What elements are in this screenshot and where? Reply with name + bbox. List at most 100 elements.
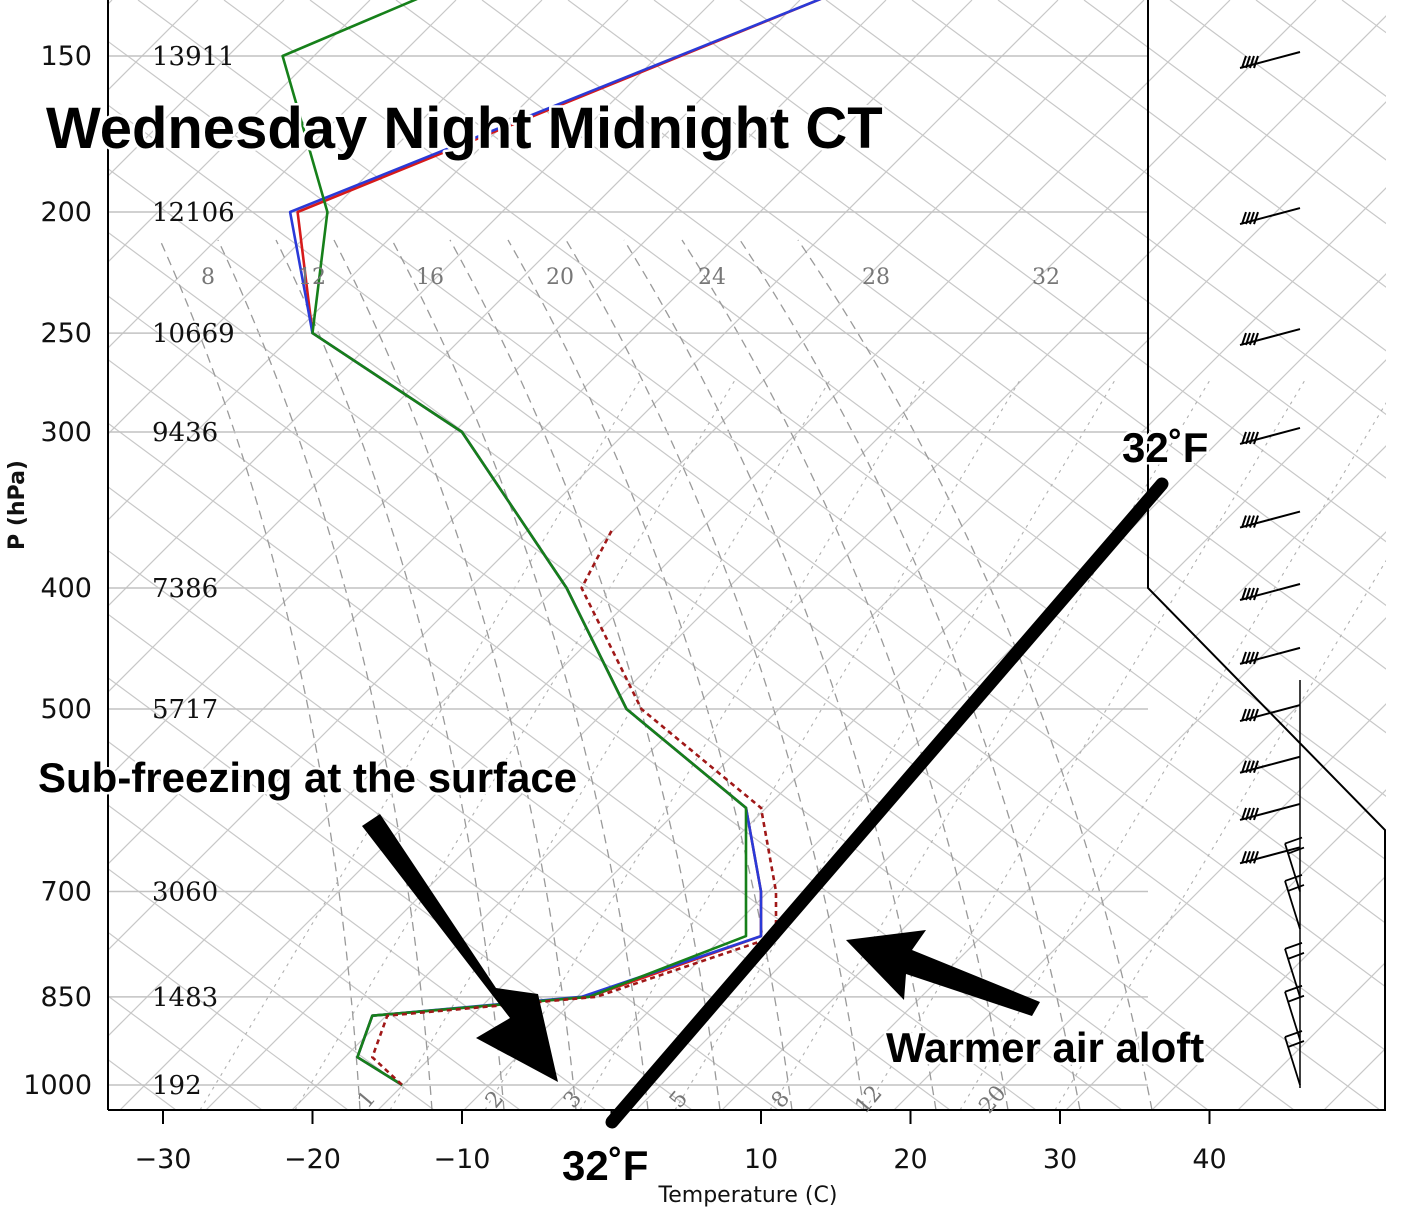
isotherm-line bbox=[108, 0, 1059, 951]
mixing-ratio-label: 20 bbox=[546, 265, 574, 290]
moist-adiabat-line bbox=[159, 239, 361, 1110]
wind-barbs bbox=[1239, 51, 1305, 1086]
wind-barb bbox=[1239, 846, 1301, 865]
mixing-ratio-line bbox=[579, 379, 1021, 1110]
moist-adiabat-line bbox=[565, 239, 865, 1110]
adiabat-line bbox=[1169, 0, 1386, 161]
pressure-label-850: 850 bbox=[40, 982, 92, 1013]
isotherm-line bbox=[108, 0, 629, 521]
freezing-label-bottom: 32˚F bbox=[562, 1142, 648, 1189]
surface-arrow bbox=[362, 814, 558, 1082]
height-label-1000: 192 bbox=[152, 1071, 202, 1101]
adiabat-line bbox=[223, 0, 1386, 861]
adiabat-line bbox=[825, 0, 1386, 416]
warm-arrow bbox=[846, 930, 1040, 1016]
height-label-700: 3060 bbox=[152, 878, 218, 908]
wind-barb bbox=[1284, 942, 1305, 998]
adiabat-line bbox=[1341, 0, 1386, 34]
adiabat-line bbox=[739, 0, 1386, 479]
mixing-ratio-label: 16 bbox=[416, 265, 444, 290]
isotherm-line bbox=[635, 359, 1386, 1110]
pressure-label-500: 500 bbox=[40, 694, 92, 725]
adiabat-line bbox=[481, 0, 1386, 670]
pressure-label-150: 150 bbox=[40, 41, 92, 72]
x-tick-label: −30 bbox=[135, 1144, 192, 1175]
wind-barb bbox=[1284, 1030, 1305, 1086]
isotherm-line bbox=[108, 0, 199, 91]
isotherm-line bbox=[108, 0, 371, 263]
isotherm-line bbox=[205, 0, 1317, 1110]
adiabat-line bbox=[997, 0, 1386, 288]
isotherm-line bbox=[721, 445, 1386, 1110]
x-tick-label: 20 bbox=[893, 1144, 927, 1175]
x-tick-label: 30 bbox=[1043, 1144, 1077, 1175]
bottom-mixing-label: 12 bbox=[850, 1081, 887, 1119]
isotherm-line bbox=[119, 0, 1231, 1110]
height-label-250: 10669 bbox=[152, 319, 235, 349]
wind-barb bbox=[1239, 755, 1301, 774]
mixing-ratio-line bbox=[389, 379, 831, 1110]
pressure-label-300: 300 bbox=[40, 417, 92, 448]
moist-adiabat-line bbox=[217, 239, 433, 1110]
chart-title-annotation: Wednesday Night Midnight CT bbox=[46, 96, 883, 161]
mixing-ratio-line bbox=[769, 379, 1211, 1110]
moist-adiabat-line bbox=[507, 239, 793, 1110]
mixing-ratio-label: 32 bbox=[1032, 265, 1060, 290]
wind-barb bbox=[1239, 704, 1301, 723]
isotherm-line bbox=[108, 0, 113, 5]
freezing-label-top: 32˚F bbox=[1122, 424, 1208, 471]
profile-line-0 bbox=[296, 0, 822, 1087]
moist-adiabat-line bbox=[275, 239, 505, 1110]
pressure-label-250: 250 bbox=[40, 318, 92, 349]
isotherm-line bbox=[108, 0, 1145, 1037]
adiabat-line bbox=[108, 995, 263, 1110]
mixing-ratio-label: 12 bbox=[298, 265, 326, 290]
isotherm-line bbox=[893, 617, 1386, 1110]
sounding-profiles bbox=[281, 0, 822, 1087]
warm-note: Warmer air aloft bbox=[886, 1024, 1204, 1071]
x-tick-label: −20 bbox=[284, 1144, 341, 1175]
wind-barb bbox=[1239, 207, 1301, 226]
adiabat-line bbox=[137, 0, 1386, 925]
background-grid bbox=[108, 0, 1386, 1110]
wind-barb bbox=[1284, 836, 1305, 892]
isotherm-line bbox=[377, 101, 1386, 1110]
profile-line-1 bbox=[288, 0, 822, 1087]
height-label-200: 12106 bbox=[152, 198, 235, 228]
profile-line-2 bbox=[281, 0, 748, 1087]
isotherm-line bbox=[807, 531, 1386, 1110]
adiabat-line bbox=[108, 613, 779, 1110]
x-tick-label: 10 bbox=[744, 1144, 778, 1175]
height-label-400: 7386 bbox=[152, 574, 218, 604]
adiabat-line bbox=[309, 0, 1386, 797]
wind-barb bbox=[1239, 583, 1301, 601]
wind-barb bbox=[1239, 646, 1301, 665]
adiabat-line bbox=[653, 0, 1386, 543]
isotherm-line bbox=[1151, 875, 1386, 1110]
adiabat-line bbox=[108, 486, 951, 1110]
mixing-ratio-line bbox=[199, 379, 641, 1110]
wind-barb bbox=[1239, 426, 1301, 445]
wind-barb bbox=[1239, 510, 1301, 529]
profile-line-3 bbox=[371, 530, 778, 1086]
isotherm-line bbox=[108, 0, 801, 693]
temperature-ticks: −30 −20 −10 10 20 30 40 bbox=[135, 1110, 1227, 1175]
moist-adiabat-line bbox=[681, 239, 1009, 1110]
isotherm-line bbox=[108, 0, 887, 779]
moist-adiabat-line bbox=[449, 239, 721, 1110]
mixing-ratio-line bbox=[959, 402, 1386, 1110]
adiabat-line bbox=[911, 0, 1386, 352]
adiabat-line bbox=[108, 804, 521, 1110]
wind-barb bbox=[1239, 51, 1301, 69]
mixing-ratio-label: 24 bbox=[698, 265, 726, 290]
mixing-ratio-line bbox=[1054, 559, 1386, 1110]
adiabat-line bbox=[108, 1058, 177, 1110]
freezing-line bbox=[605, 477, 1169, 1129]
adiabat-line bbox=[108, 104, 1386, 1052]
pressure-labels: 150 13911 200 12106 250 10669 300 9436 400 7386 50… bbox=[23, 41, 234, 1101]
x-tick-label: 40 bbox=[1192, 1144, 1226, 1175]
height-label-500: 5717 bbox=[152, 695, 218, 725]
adiabat-line bbox=[108, 167, 1381, 1110]
mixing-ratio-line bbox=[674, 379, 1116, 1110]
